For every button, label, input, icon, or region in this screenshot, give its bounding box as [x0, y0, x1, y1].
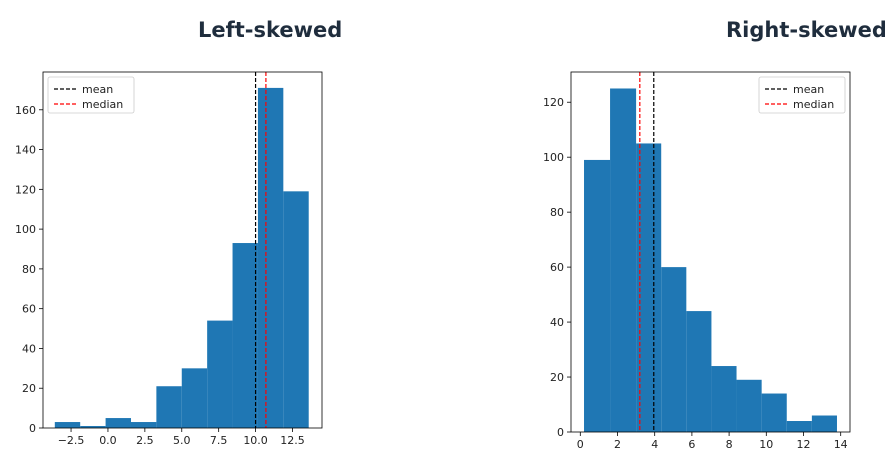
x-tick-label: 0 [577, 438, 584, 451]
x-tick-label: 5.0 [173, 434, 191, 447]
histogram-bar [636, 143, 662, 432]
histogram-bar [584, 159, 611, 432]
histogram-bar [54, 422, 81, 428]
histogram-bar [686, 311, 712, 432]
chart-title-right: Right-skewed [726, 18, 885, 42]
histogram-bar [610, 88, 637, 432]
chart-1: 0 2 4 6 8 10 12 14 0 20 40 60 80 100 120 mean median [543, 71, 851, 451]
x-tick-label: 2 [614, 438, 621, 451]
x-tick-label: 14 [834, 438, 848, 451]
legend-label: median [793, 98, 834, 111]
plot-frame [42, 71, 323, 429]
histogram-bar [130, 422, 157, 428]
histogram-bar [711, 366, 737, 432]
y-tick-label: 140 [15, 144, 36, 157]
histogram-bar [105, 418, 131, 428]
y-tick-label: 0 [29, 422, 36, 435]
x-tick-label: 8 [726, 438, 733, 451]
histogram-bar [232, 243, 258, 428]
x-tick-label: 10 [759, 438, 773, 451]
y-tick-label: 100 [543, 151, 564, 164]
y-tick-label: 80 [22, 263, 36, 276]
histogram-bar [156, 386, 182, 428]
legend-label: mean [82, 83, 113, 96]
legend-label: median [82, 98, 123, 111]
chart-0: −2.5 0.0 2.5 5.0 7.5 10.0 12.5 0 20 40 60 80 100 120 1… [15, 71, 323, 447]
x-tick-label: −2.5 [58, 434, 85, 447]
histogram-bar [283, 191, 309, 428]
histogram-bar [736, 379, 762, 432]
histogram-bar [811, 415, 837, 432]
legend-label: mean [793, 83, 824, 96]
y-tick-label: 20 [550, 371, 564, 384]
histogram-bar [257, 87, 284, 428]
plot-frame [570, 71, 851, 433]
histogram-bar [80, 426, 106, 428]
y-tick-label: 80 [550, 206, 564, 219]
y-tick-label: 160 [15, 104, 36, 117]
x-tick-label: 6 [688, 438, 695, 451]
y-tick-label: 100 [15, 223, 36, 236]
histogram-bar [786, 421, 812, 432]
x-tick-label: 4 [651, 438, 658, 451]
histogram-bar [207, 320, 233, 428]
y-tick-label: 60 [550, 261, 564, 274]
y-tick-label: 40 [22, 342, 36, 355]
x-tick-label: 12.5 [280, 434, 305, 447]
histogram-bar [181, 368, 208, 428]
x-tick-label: 7.5 [210, 434, 228, 447]
histogram-bar [661, 267, 687, 432]
chart-title-left: Left-skewed [198, 18, 343, 42]
x-tick-label: 0.0 [99, 434, 117, 447]
y-tick-label: 20 [22, 382, 36, 395]
y-tick-label: 120 [543, 96, 564, 109]
y-tick-label: 60 [22, 303, 36, 316]
histogram-bar [761, 393, 787, 432]
y-tick-label: 0 [557, 426, 564, 439]
x-tick-label: 12 [797, 438, 811, 451]
x-tick-label: 2.5 [136, 434, 154, 447]
y-tick-label: 40 [550, 316, 564, 329]
y-tick-label: 120 [15, 183, 36, 196]
x-tick-label: 10.0 [243, 434, 268, 447]
